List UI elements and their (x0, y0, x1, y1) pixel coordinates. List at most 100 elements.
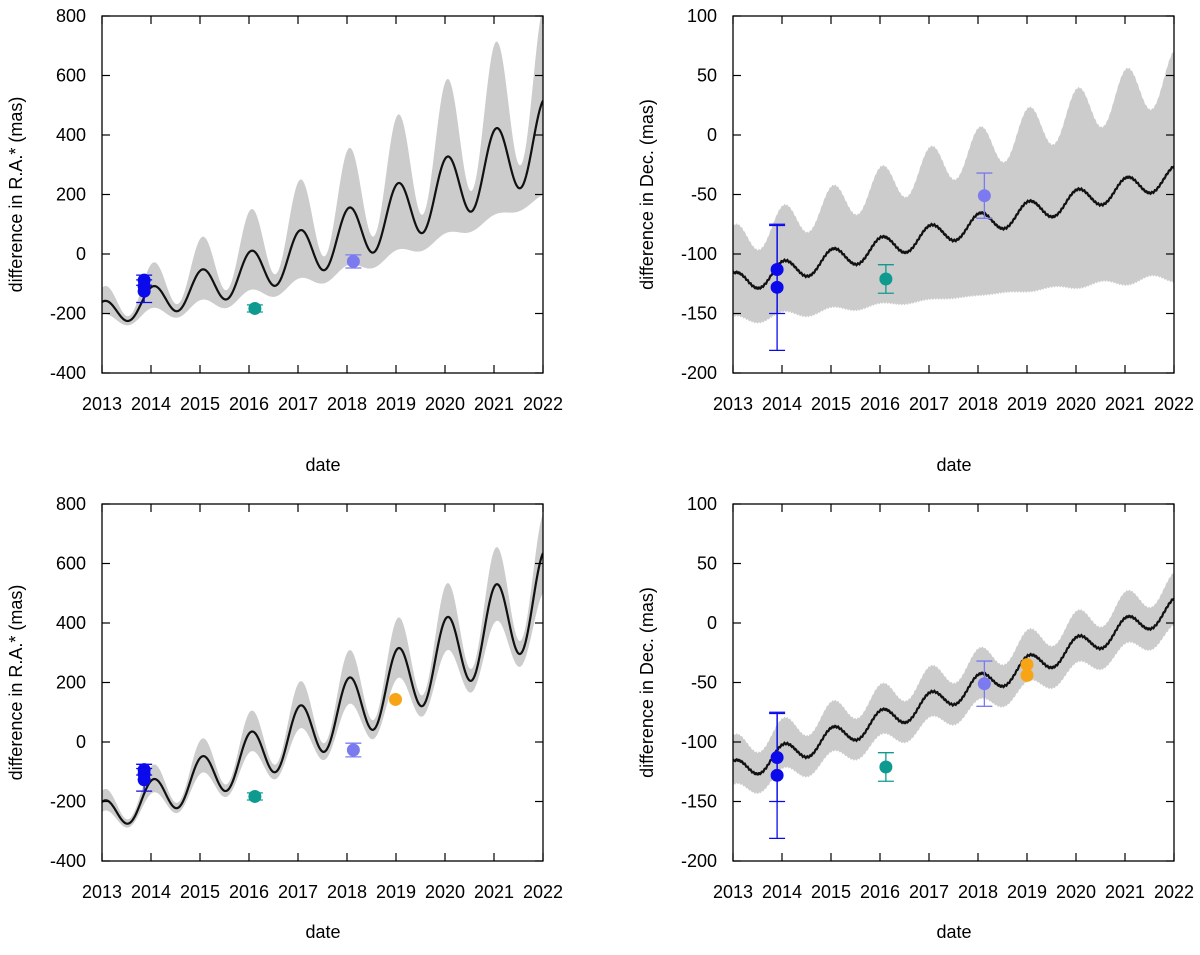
y-axis-label: difference in Dec. (mas) (637, 587, 657, 778)
x-tick-label: 2018 (327, 394, 367, 414)
data-point (389, 692, 403, 706)
x-tick-label: 2019 (1007, 394, 1047, 414)
x-tick-label: 2020 (425, 394, 465, 414)
y-tick-label: 600 (56, 554, 86, 574)
y-axis-label: difference in Dec. (mas) (637, 99, 657, 290)
y-tick-label: -50 (691, 673, 717, 693)
panel-bottom-left: 2013 2014 2015 2016 2017 2018 2019 2020 2021 2022… (6, 494, 563, 942)
x-tick-label: 2015 (180, 394, 220, 414)
data-point (879, 760, 893, 774)
data-point (770, 280, 784, 294)
x-tick-label: 2022 (1154, 394, 1194, 414)
data-point (248, 789, 262, 803)
y-tick-label: -100 (681, 732, 717, 752)
y-tick-label: -100 (681, 244, 717, 264)
x-tick-label: 2013 (82, 882, 122, 902)
data-point (346, 254, 360, 268)
x-axis-label: date (305, 455, 340, 475)
y-tick-label: 400 (56, 125, 86, 145)
uncertainty-band (102, 16, 543, 326)
model-curve (733, 597, 1174, 776)
x-axis-label: date (936, 455, 971, 475)
x-tick-label: 2016 (229, 882, 269, 902)
x-tick-label: 2021 (1105, 394, 1145, 414)
y-tick-label: 400 (56, 613, 86, 633)
x-tick-label: 2014 (762, 394, 802, 414)
x-tick-label: 2014 (131, 882, 171, 902)
data-point (770, 768, 784, 782)
x-axis-label: date (305, 922, 340, 942)
data-point (1020, 668, 1034, 682)
y-axis-label: difference in R.A.* (mas) (6, 585, 26, 781)
panel-bottom-right: 2013 2014 2015 2016 2017 2018 2019 2020 2021 2022… (637, 494, 1194, 942)
y-tick-label: -200 (681, 851, 717, 871)
y-tick-label: -150 (681, 792, 717, 812)
model-curve (102, 100, 543, 323)
x-tick-label: 2018 (958, 882, 998, 902)
y-tick-label: -150 (681, 304, 717, 324)
panel-top-left: 2013 2014 2015 2016 2017 2018 2019 2020 2021 2022… (6, 6, 563, 475)
x-tick-label: 2018 (958, 394, 998, 414)
y-tick-label: 50 (697, 66, 717, 86)
data-point (879, 272, 893, 286)
x-tick-label: 2014 (131, 394, 171, 414)
x-axis-label: date (936, 922, 971, 942)
data-point (137, 284, 151, 298)
uncertainty-band (102, 513, 543, 828)
model-curve (733, 165, 1174, 291)
data-point (977, 677, 991, 691)
plot-frame (732, 503, 1175, 862)
data-point (346, 743, 360, 757)
y-tick-label: -200 (50, 792, 86, 812)
x-tick-label: 2016 (860, 882, 900, 902)
data-point (1020, 658, 1034, 672)
x-tick-label: 2022 (1154, 882, 1194, 902)
uncertainty-band (733, 572, 1174, 794)
x-tick-label: 2016 (229, 394, 269, 414)
model-curve (102, 552, 543, 825)
data-point (137, 773, 151, 787)
x-tick-label: 2017 (909, 882, 949, 902)
y-tick-label: -200 (681, 363, 717, 383)
x-tick-label: 2020 (425, 882, 465, 902)
x-tick-label: 2015 (811, 394, 851, 414)
y-tick-label: 800 (56, 494, 86, 514)
x-tick-label: 2013 (713, 394, 753, 414)
y-tick-label: 100 (687, 6, 717, 26)
x-tick-label: 2021 (1105, 882, 1145, 902)
y-tick-label: 800 (56, 6, 86, 26)
y-tick-label: 100 (687, 494, 717, 514)
data-point (248, 301, 262, 315)
y-tick-label: -200 (50, 304, 86, 324)
x-tick-label: 2017 (278, 394, 318, 414)
x-tick-label: 2013 (713, 882, 753, 902)
y-tick-label: 600 (56, 66, 86, 86)
x-tick-label: 2015 (180, 882, 220, 902)
x-tick-label: 2017 (909, 394, 949, 414)
x-tick-label: 2017 (278, 882, 318, 902)
x-tick-label: 2019 (376, 882, 416, 902)
y-tick-label: -50 (691, 185, 717, 205)
x-tick-label: 2022 (523, 394, 563, 414)
panel-top-right: 2013 2014 2015 2016 2017 2018 2019 2020 2021 2022… (637, 6, 1194, 475)
y-tick-label: 0 (707, 125, 717, 145)
data-point (977, 189, 991, 203)
x-tick-label: 2015 (811, 882, 851, 902)
x-tick-label: 2020 (1056, 394, 1096, 414)
x-tick-label: 2013 (82, 394, 122, 414)
y-axis-label: difference in R.A.* (mas) (6, 97, 26, 293)
x-tick-label: 2021 (474, 394, 514, 414)
x-tick-label: 2016 (860, 394, 900, 414)
uncertainty-band (733, 50, 1174, 324)
y-tick-label: -400 (50, 363, 86, 383)
x-tick-label: 2020 (1056, 882, 1096, 902)
x-tick-label: 2019 (376, 394, 416, 414)
x-tick-label: 2019 (1007, 882, 1047, 902)
y-tick-label: 200 (56, 673, 86, 693)
y-tick-label: 0 (76, 244, 86, 264)
y-tick-label: 0 (76, 732, 86, 752)
y-tick-label: 50 (697, 554, 717, 574)
y-tick-label: -400 (50, 851, 86, 871)
